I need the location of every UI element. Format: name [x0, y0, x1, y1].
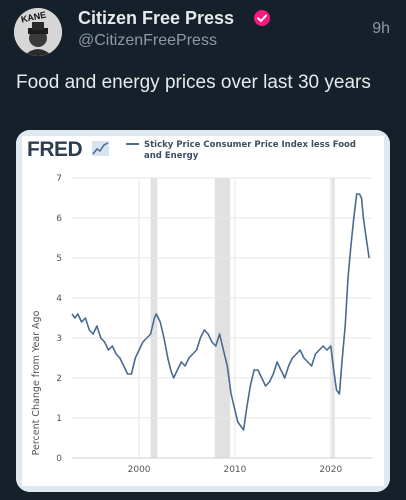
fred-logo-text: FRED: [27, 138, 83, 161]
avatar-image: KANE: [14, 8, 62, 56]
tweet-media[interactable]: FRED Sticky Price Consumer Price Index l…: [16, 130, 390, 492]
y-tick-label-2: 2: [56, 374, 62, 384]
author-handle[interactable]: @CitizenFreePress: [78, 32, 217, 49]
fred-logo-graph-icon: [92, 141, 109, 156]
y-tick-label-7: 7: [56, 174, 62, 184]
fred-chart: FRED Sticky Price Consumer Price Index l…: [22, 136, 384, 486]
y-tick-label-1: 1: [56, 414, 62, 424]
x-tick-label-2020: 2020: [319, 465, 342, 475]
tweet-text: Food and energy prices over last 30 year…: [16, 72, 371, 93]
author-name[interactable]: Citizen Free Press: [78, 8, 235, 28]
y-tick-label-5: 5: [56, 254, 62, 264]
x-tick-label-2000: 2000: [128, 465, 151, 475]
verified-badge-icon: [254, 10, 270, 26]
timestamp[interactable]: 9h: [372, 20, 390, 37]
y-tick-label-4: 4: [56, 294, 62, 304]
x-tick-label-2010: 2010: [223, 465, 246, 475]
chart-card: [22, 136, 384, 486]
y-tick-label-6: 6: [56, 214, 62, 224]
legend-label-line-1: Sticky Price Consumer Price Index less F…: [144, 140, 356, 150]
plot-area: 0 1 2 3 4 5 6 7 2000 2010 2020: [56, 174, 372, 475]
y-tick-label-3: 3: [56, 334, 62, 344]
recession-band-2: [331, 178, 335, 458]
y-tick-label-0: 0: [56, 454, 62, 464]
y-axis-label: Percent Change from Year Ago: [31, 310, 42, 455]
recession-band-1: [214, 178, 231, 458]
avatar[interactable]: KANE: [14, 8, 62, 56]
legend-label-line-2: and Energy: [144, 151, 199, 161]
chart-frame: FRED Sticky Price Consumer Price Index l…: [16, 130, 390, 492]
series-line-sticky-cpi: [71, 193, 370, 431]
fred-logo: FRED: [27, 138, 109, 161]
